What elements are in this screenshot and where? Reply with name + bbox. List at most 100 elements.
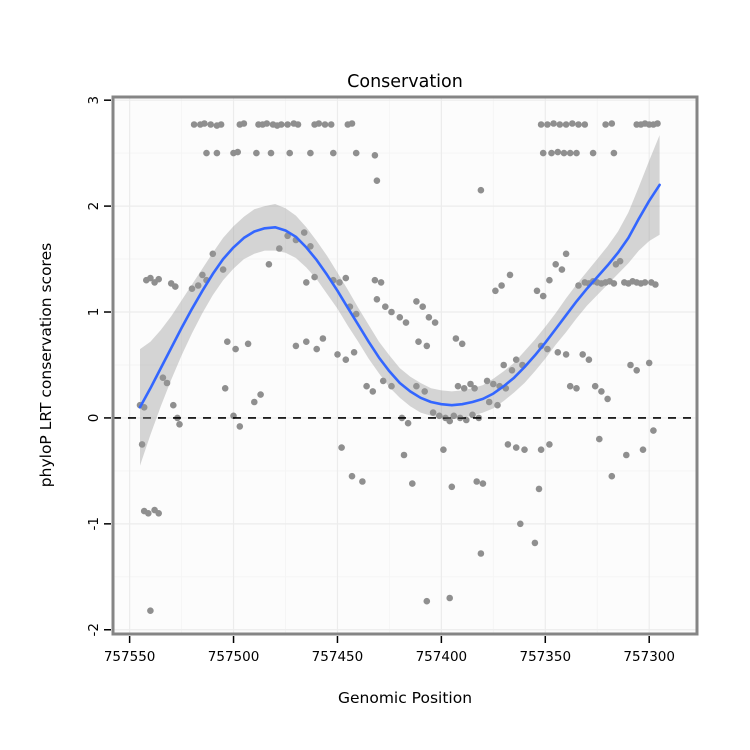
data-point [627,361,634,369]
data-point [278,121,285,128]
panel-border [111,95,699,636]
data-point [448,483,456,491]
x-axis-label: Genomic Position [338,689,472,707]
x-tick-label: 757350 [520,649,572,665]
data-point [423,342,431,350]
data-point [569,120,576,127]
data-point [253,149,260,157]
data-point [147,607,154,614]
data-point [359,478,366,485]
data-point [477,186,485,194]
data-point [203,149,210,157]
data-point [602,121,609,128]
data-point [336,279,343,286]
data-point [429,409,437,416]
data-point [217,121,225,128]
data-point [585,356,593,364]
axis-layer: 757550 757500 757450 757400 757350 757300 -2 -1… [86,96,675,665]
data-point [207,121,214,128]
data-point [379,377,387,385]
data-point [251,398,258,406]
data-point [506,271,514,279]
x-tick-label: 757450 [312,649,364,665]
data-point [645,359,653,367]
data-point [500,361,508,369]
data-point [155,510,162,517]
data-point [330,149,337,157]
data-point [431,319,439,326]
data-point [608,120,616,127]
data-point [494,401,501,409]
data-point [348,120,356,127]
data-point [423,597,431,605]
data-point [556,121,564,128]
data-point [562,121,570,128]
data-point [172,283,179,290]
data-point [342,274,350,282]
data-point [321,121,329,128]
data-point [562,351,570,358]
data-point [598,388,605,395]
data-point [342,356,350,364]
data-point [450,412,458,420]
data-point [415,338,422,346]
data-point [413,298,420,305]
data-point [485,398,493,406]
data-point [334,351,341,358]
data-point [311,273,318,281]
data-point [531,539,539,547]
data-point [566,382,574,390]
data-point [352,310,360,318]
data-point [490,380,497,388]
data-point [413,382,420,390]
data-point [263,120,271,127]
data-point [240,120,248,127]
data-point [159,374,167,382]
data-point [327,121,335,128]
data-point [315,120,323,127]
x-tick-label: 757550 [104,649,156,665]
data-point [176,421,183,428]
data-point [610,280,618,287]
data-point [371,276,379,284]
data-point [552,261,559,268]
data-point [544,121,551,128]
data-point [190,121,198,128]
data-point [498,282,505,289]
data-point [155,275,162,283]
data-point [236,423,244,430]
y-tick-label: 3 [86,96,102,105]
data-point [452,335,460,342]
y-tick-label: -1 [86,517,102,530]
data-point [539,292,547,300]
data-point [554,349,562,356]
data-point [558,266,566,273]
data-point [348,472,356,480]
data-point [616,257,624,265]
data-point [546,276,553,284]
data-point [479,480,487,487]
data-point [232,345,239,353]
data-point [300,229,308,236]
y-tick-label: -2 [86,623,102,636]
data-point [610,149,618,157]
data-point [573,385,580,392]
data-point [512,444,520,451]
data-point [467,380,474,388]
data-point [654,120,661,127]
data-point [579,351,586,358]
data-point [307,149,314,157]
data-point [303,279,310,286]
data-point [548,149,555,157]
data-point [544,345,551,353]
data-point [147,274,154,282]
data-point [163,379,171,387]
data-point [219,266,227,273]
data-point [517,520,524,528]
x-tick-label: 757400 [416,649,468,665]
data-point [388,308,395,316]
data-point [469,411,476,419]
data-point [608,472,616,480]
data-point [546,441,553,448]
data-point [566,149,574,157]
